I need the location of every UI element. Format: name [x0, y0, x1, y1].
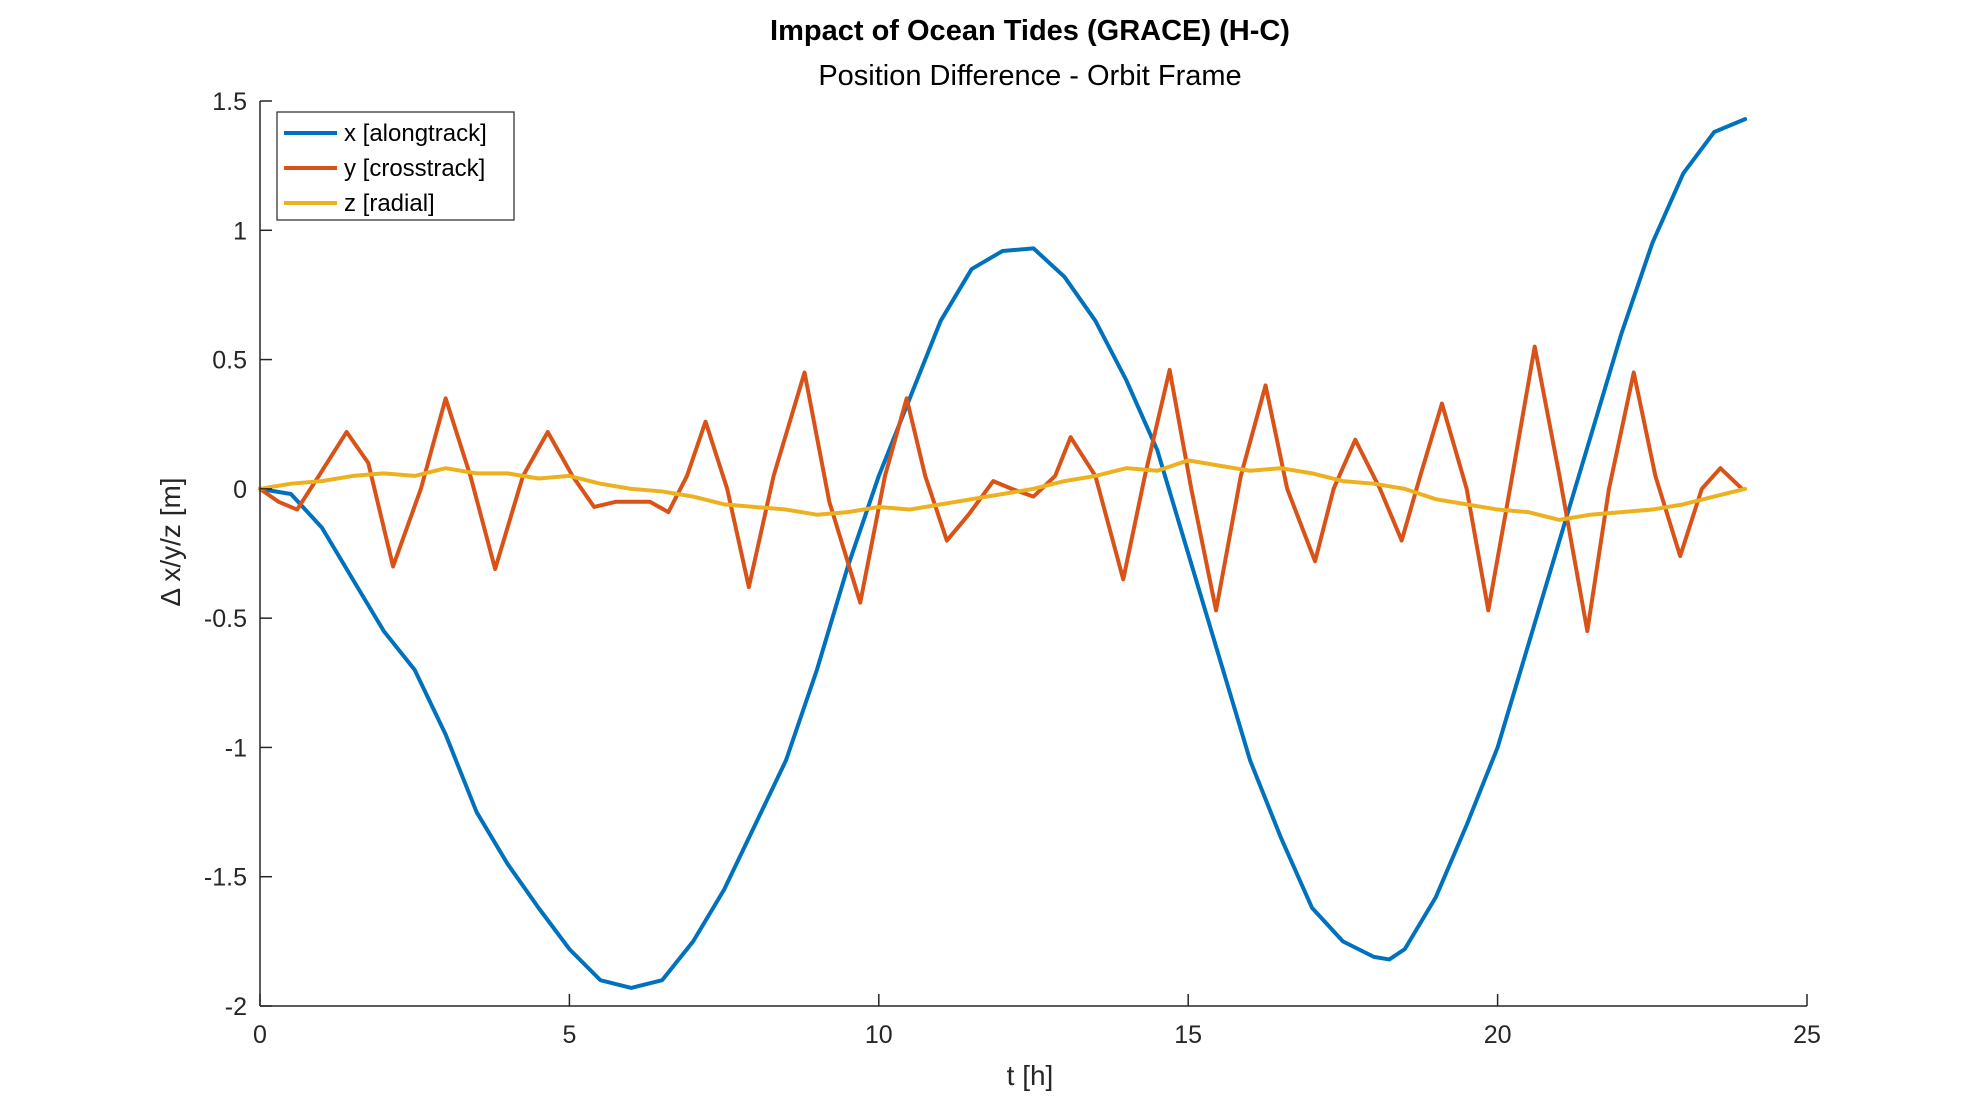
y-tick-label: -2 — [225, 993, 247, 1021]
legend: x [alongtrack] y [crosstrack] z [radial] — [276, 111, 515, 221]
legend-label-3: z [radial] — [344, 190, 435, 217]
y-tick-label: -1 — [225, 734, 247, 762]
x-tick-label: 25 — [1793, 1021, 1821, 1049]
chart-subtitle: Position Difference - Orbit Frame — [818, 60, 1241, 92]
y-tick-label: 0.5 — [212, 347, 247, 375]
y-axis-label: Δ x/y/z [m] — [155, 477, 186, 606]
series-line-3 — [258, 458, 1748, 522]
x-axis-label: t [h] — [1007, 1060, 1054, 1091]
x-tick-label: 10 — [865, 1021, 893, 1049]
legend-label-2: y [crosstrack] — [344, 155, 485, 182]
series-line-1 — [258, 117, 1748, 990]
plot-background — [260, 101, 1807, 1006]
y-tick-label: 1.5 — [212, 88, 247, 116]
series-layer — [258, 117, 1748, 990]
legend-label-1: x [alongtrack] — [344, 120, 487, 147]
y-tick-label: 0 — [233, 476, 247, 504]
axes-layer: 0 5 10 15 20 25 -2 -1.5 -1 -0.5 0 0.5 1 1.5 — [204, 88, 1821, 1049]
series-line-2 — [258, 344, 1745, 634]
chart-title: Impact of Ocean Tides (GRACE) (H-C) — [770, 15, 1290, 47]
x-tick-label: 20 — [1484, 1021, 1512, 1049]
x-tick-label: 15 — [1174, 1021, 1202, 1049]
y-tick-label: 1 — [233, 217, 247, 245]
x-tick-label: 0 — [253, 1021, 267, 1049]
x-tick-label: 5 — [562, 1021, 576, 1049]
plot-area — [260, 101, 1807, 1006]
y-tick-label: -0.5 — [204, 605, 247, 633]
y-tick-label: -1.5 — [204, 864, 247, 892]
